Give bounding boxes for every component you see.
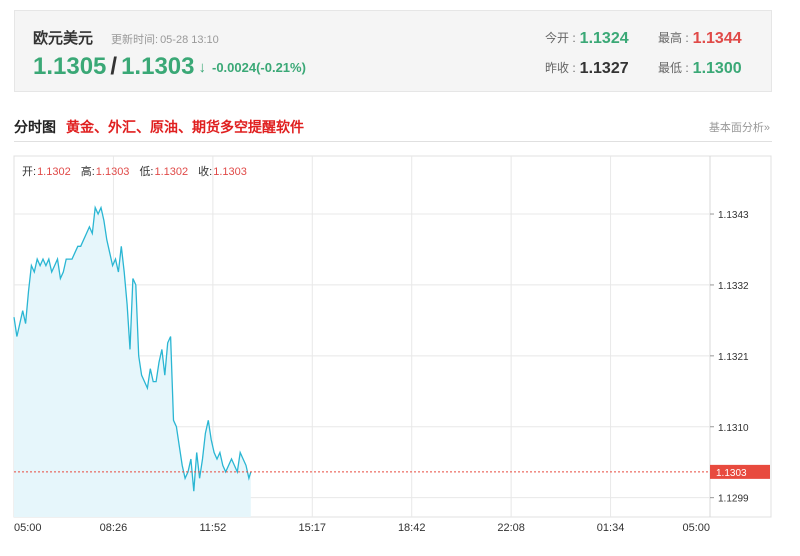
- stat-high-value: 1.1344: [692, 30, 742, 47]
- x-tick-label: 08:26: [100, 522, 128, 534]
- ask-price: 1.1303: [121, 53, 195, 80]
- x-tick-label: 22:08: [497, 522, 525, 534]
- stat-prev-close-label: 昨收 :: [545, 61, 576, 75]
- quote-panel: 欧元美元 更新时间: 05-28 13:10 1.1305/1.1303 ↓ -0.0…: [14, 10, 772, 92]
- stat-open-label: 今开 :: [545, 31, 576, 45]
- bid-price: 1.1305: [33, 53, 107, 80]
- y-tick-label: 1.1299: [718, 494, 749, 505]
- stat-open: 今开 :1.1324: [545, 29, 629, 48]
- x-tick-label: 18:42: [398, 522, 426, 534]
- stat-high-label: 最高 :: [658, 31, 689, 45]
- down-arrow-icon: ↓: [198, 59, 206, 77]
- price-change: -0.0024(-0.21%): [211, 60, 306, 76]
- ohlc-readout: 开:1.1302 高:1.1303 低:1.1302 收:1.1303: [22, 164, 247, 178]
- price-area: [14, 207, 251, 517]
- x-tick-label: 15:17: [299, 522, 327, 534]
- y-tick-label: 1.1343: [718, 210, 749, 221]
- section-title: 分时图: [14, 119, 56, 135]
- ohlc-low-label: 低:: [139, 165, 153, 178]
- promo-link[interactable]: 黄金、外汇、原油、期货多空提醒软件: [66, 119, 304, 135]
- stat-open-value: 1.1324: [579, 30, 629, 47]
- ohlc-open-label: 开:: [22, 166, 36, 178]
- update-time: 更新时间: 05-28 13:10: [109, 31, 219, 47]
- update-value: 05-28 13:10: [160, 34, 219, 46]
- current-price-label: 1.1303: [716, 468, 747, 479]
- section-divider: [14, 141, 772, 142]
- x-axis: 05:00 08:26 11:52 15:17 18:42 22:08 01:34 05:00: [14, 522, 710, 534]
- ohlc-low-value: 1.1302: [155, 166, 189, 178]
- instrument-name: 欧元美元: [33, 30, 94, 47]
- price-line: [13, 205, 252, 492]
- stat-low-value: 1.1300: [692, 60, 742, 77]
- fundamental-analysis-link[interactable]: 基本面分析»: [708, 122, 770, 134]
- update-label: 更新时间:: [111, 34, 159, 46]
- ohlc-high-value: 1.1303: [96, 166, 130, 178]
- x-tick-label: 11:52: [199, 522, 226, 534]
- stat-low: 最低 :1.1300: [658, 59, 742, 78]
- price-separator: /: [110, 53, 118, 80]
- ohlc-close-value: 1.1303: [213, 166, 247, 178]
- stat-low-label: 最低 :: [658, 61, 689, 75]
- x-tick-label: 05:00: [682, 522, 710, 534]
- stat-prev-close-value: 1.1327: [579, 60, 629, 77]
- y-tick-label: 1.1332: [718, 281, 749, 292]
- ohlc-close-label: 收:: [198, 164, 212, 178]
- stat-prev-close: 昨收 :1.1327: [545, 59, 629, 78]
- y-tick-label: 1.1321: [718, 352, 749, 363]
- y-tick-label: 1.1310: [718, 423, 749, 434]
- x-tick-label: 01:34: [597, 522, 625, 534]
- stat-high: 最高 :1.1344: [658, 29, 742, 48]
- x-tick-label: 05:00: [14, 522, 42, 534]
- price-row: 1.1305/1.1303 ↓ -0.0024(-0.21%): [33, 53, 306, 81]
- current-price-marker: [710, 464, 770, 479]
- y-axis: 1.1343 1.1332 1.1321 1.1310 1.1299: [710, 210, 749, 505]
- ohlc-open-value: 1.1302: [37, 166, 71, 178]
- ohlc-high-label: 高:: [81, 164, 95, 178]
